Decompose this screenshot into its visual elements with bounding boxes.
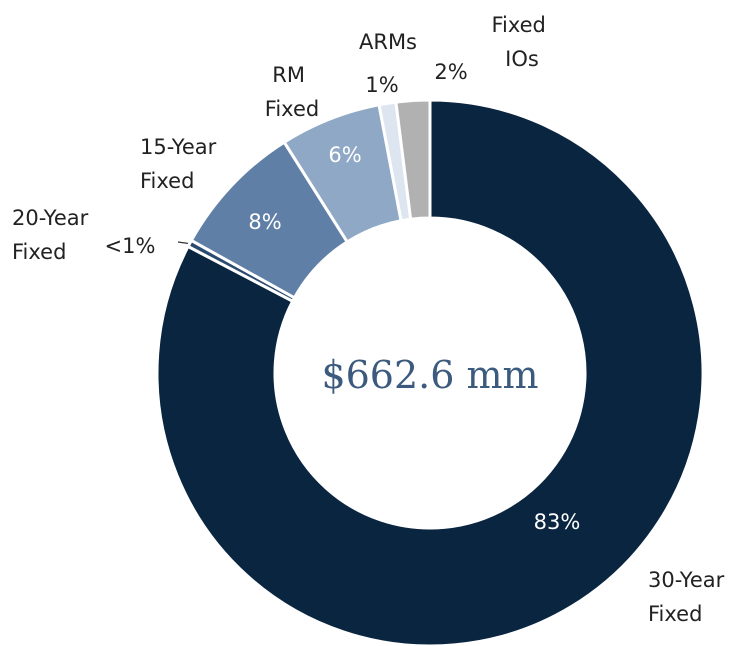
category-label: 30-Year Fixed	[648, 568, 731, 626]
value-label: <1%	[105, 234, 156, 258]
value-label: 8%	[248, 210, 281, 234]
category-label: RM Fixed	[265, 63, 319, 121]
category-label: ARMs	[359, 30, 417, 54]
category-label: 15-Year Fixed	[140, 135, 223, 193]
slice	[394, 98, 432, 221]
category-label: 20-Year Fixed	[12, 206, 95, 264]
value-label: 83%	[534, 510, 581, 534]
value-label: 2%	[434, 60, 467, 84]
value-label: 1%	[365, 73, 398, 97]
slice	[155, 98, 705, 646]
category-label: Fixed IOs	[491, 13, 552, 71]
value-label: 6%	[328, 143, 361, 167]
center-label: $662.6 mm	[321, 353, 538, 397]
